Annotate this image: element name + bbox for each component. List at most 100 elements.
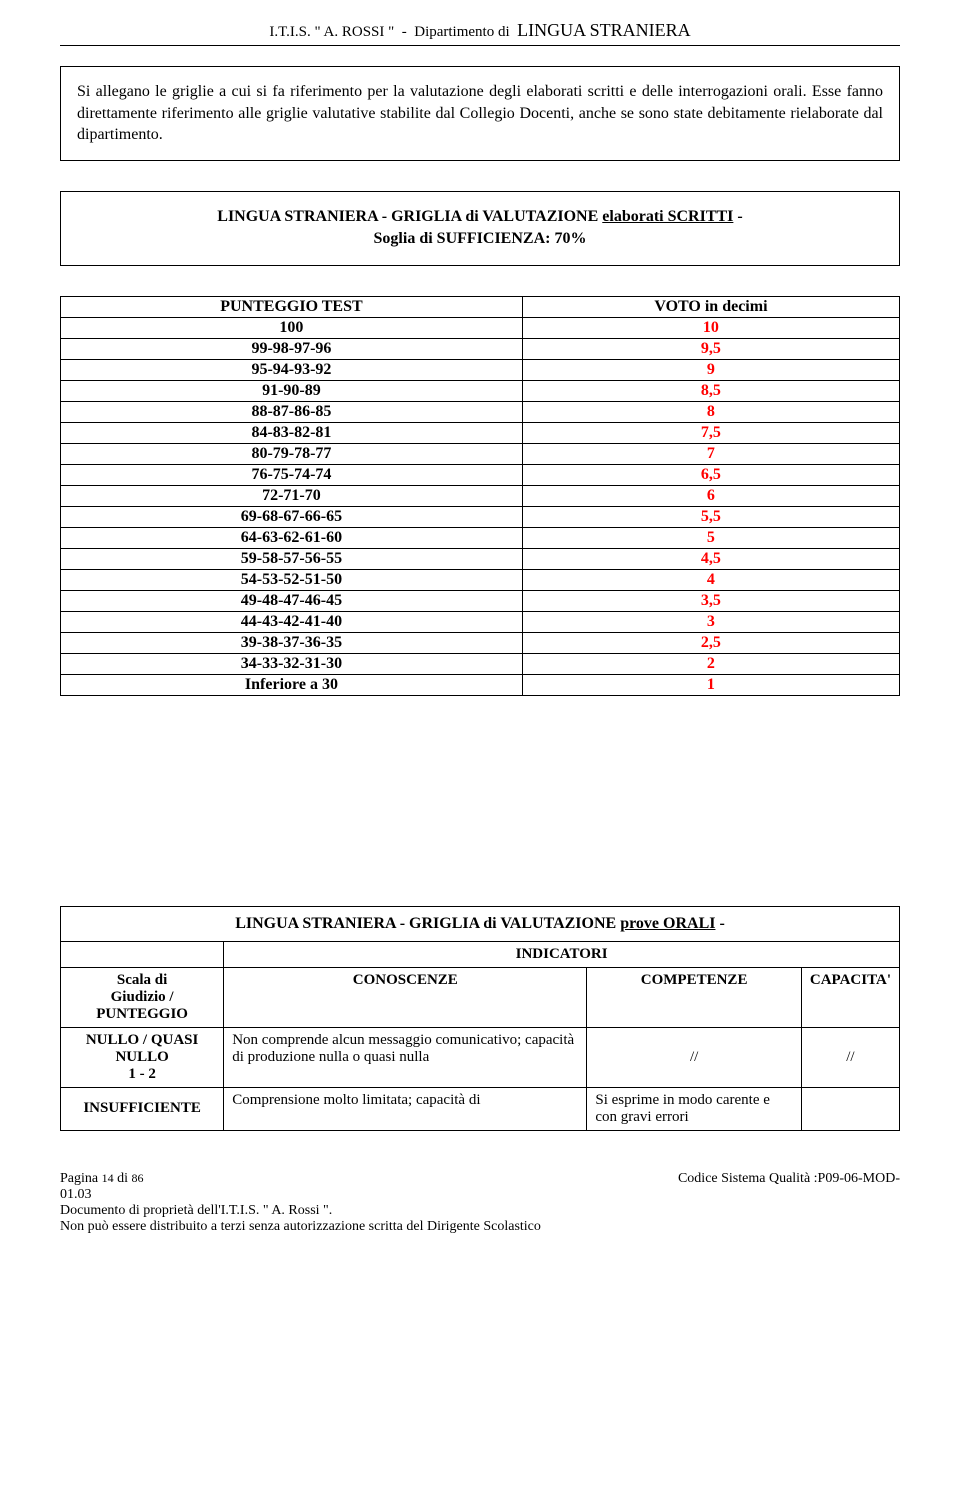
orali-title-cell: LINGUA STRANIERA - GRIGLIA di VALUTAZION… bbox=[61, 906, 900, 941]
grade-voto: 8,5 bbox=[522, 380, 899, 401]
orali-header-capacita: CAPACITA' bbox=[801, 967, 899, 1027]
grade-punteggio: 76-75-74-74 bbox=[61, 464, 523, 485]
footer-code2: 01.03 bbox=[60, 1187, 900, 1203]
orali-scala-nullo: NULLO / QUASI NULLO 1 - 2 bbox=[61, 1027, 224, 1087]
grade-row: 54-53-52-51-504 bbox=[61, 569, 900, 590]
grade-row: 34-33-32-31-302 bbox=[61, 653, 900, 674]
page-header: I.T.I.S. " A. ROSSI " - Dipartimento di … bbox=[60, 20, 900, 41]
grade-row: 59-58-57-56-554,5 bbox=[61, 548, 900, 569]
grade-row: 69-68-67-66-655,5 bbox=[61, 506, 900, 527]
footer-page: Pagina 14 di 86 bbox=[60, 1171, 144, 1187]
scritti-title-underline: elaborati SCRITTI bbox=[602, 208, 733, 225]
orali-title-suffix: - bbox=[715, 915, 724, 932]
footer-row-1: Pagina 14 di 86 Codice Sistema Qualità :… bbox=[60, 1171, 900, 1187]
grade-voto: 10 bbox=[522, 317, 899, 338]
grade-voto: 6 bbox=[522, 485, 899, 506]
grade-table-header-row: PUNTEGGIO TEST VOTO in decimi bbox=[61, 296, 900, 317]
scritti-title: LINGUA STRANIERA - GRIGLIA di VALUTAZION… bbox=[77, 206, 883, 251]
grade-punteggio: 49-48-47-46-45 bbox=[61, 590, 523, 611]
footer-restrict: Non può essere distribuito a terzi senza… bbox=[60, 1219, 900, 1235]
grade-row: 88-87-86-858 bbox=[61, 401, 900, 422]
header-rule bbox=[60, 45, 900, 46]
grade-punteggio: 95-94-93-92 bbox=[61, 359, 523, 380]
orali-row-nullo: NULLO / QUASI NULLO 1 - 2 Non comprende … bbox=[61, 1027, 900, 1087]
grade-row: 49-48-47-46-453,5 bbox=[61, 590, 900, 611]
grade-punteggio: 34-33-32-31-30 bbox=[61, 653, 523, 674]
orali-cap-insuff bbox=[801, 1087, 899, 1130]
orali-title-row: LINGUA STRANIERA - GRIGLIA di VALUTAZION… bbox=[61, 906, 900, 941]
grade-punteggio: 72-71-70 bbox=[61, 485, 523, 506]
grade-voto: 2,5 bbox=[522, 632, 899, 653]
orali-row-insuff: INSUFFICIENTE Comprensione molto limitat… bbox=[61, 1087, 900, 1130]
orali-empty-cell bbox=[61, 941, 224, 967]
grade-punteggio: 88-87-86-85 bbox=[61, 401, 523, 422]
grade-voto: 7,5 bbox=[522, 422, 899, 443]
footer-doc: Documento di proprietà dell'I.T.I.S. " A… bbox=[60, 1203, 900, 1219]
grade-voto: 9,5 bbox=[522, 338, 899, 359]
grade-punteggio: 44-43-42-41-40 bbox=[61, 611, 523, 632]
grade-row: Inferiore a 301 bbox=[61, 674, 900, 695]
orali-cap-nullo: // bbox=[801, 1027, 899, 1087]
scritti-title-suffix: - bbox=[733, 208, 742, 225]
grade-voto: 3,5 bbox=[522, 590, 899, 611]
orali-table: LINGUA STRANIERA - GRIGLIA di VALUTAZION… bbox=[60, 906, 900, 1131]
grade-punteggio: 80-79-78-77 bbox=[61, 443, 523, 464]
grade-punteggio: Inferiore a 30 bbox=[61, 674, 523, 695]
orali-header-conoscenze: CONOSCENZE bbox=[224, 967, 587, 1027]
intro-paragraph: Si allegano le griglie a cui si fa rifer… bbox=[77, 81, 883, 146]
grade-voto: 1 bbox=[522, 674, 899, 695]
grade-voto: 5 bbox=[522, 527, 899, 548]
scritti-title-box: LINGUA STRANIERA - GRIGLIA di VALUTAZION… bbox=[60, 191, 900, 266]
grade-row: 10010 bbox=[61, 317, 900, 338]
grade-table: PUNTEGGIO TEST VOTO in decimi 1001099-98… bbox=[60, 296, 900, 696]
orali-scala-insuff: INSUFFICIENTE bbox=[61, 1087, 224, 1130]
grade-punteggio: 91-90-89 bbox=[61, 380, 523, 401]
header-text: I.T.I.S. " A. ROSSI " - Dipartimento di … bbox=[269, 24, 690, 40]
grade-voto: 2 bbox=[522, 653, 899, 674]
grade-punteggio: 54-53-52-51-50 bbox=[61, 569, 523, 590]
grade-voto: 7 bbox=[522, 443, 899, 464]
grade-row: 95-94-93-929 bbox=[61, 359, 900, 380]
grade-row: 72-71-706 bbox=[61, 485, 900, 506]
scritti-title-prefix: LINGUA STRANIERA - GRIGLIA di VALUTAZION… bbox=[217, 208, 602, 225]
intro-box: Si allegano le griglie a cui si fa rifer… bbox=[60, 66, 900, 161]
orali-comp-insuff: Si esprime in modo carente e con gravi e… bbox=[587, 1087, 802, 1130]
orali-con-insuff: Comprensione molto limitata; capacità di bbox=[224, 1087, 587, 1130]
grade-row: 80-79-78-777 bbox=[61, 443, 900, 464]
orali-indicatori: INDICATORI bbox=[224, 941, 900, 967]
scritti-subtitle: Soglia di SUFFICIENZA: 70% bbox=[374, 230, 587, 247]
grade-row: 64-63-62-61-605 bbox=[61, 527, 900, 548]
grade-voto: 6,5 bbox=[522, 464, 899, 485]
grade-voto: 3 bbox=[522, 611, 899, 632]
orali-indicatori-row: INDICATORI bbox=[61, 941, 900, 967]
grade-punteggio: 69-68-67-66-65 bbox=[61, 506, 523, 527]
grade-row: 39-38-37-36-352,5 bbox=[61, 632, 900, 653]
grade-punteggio: 59-58-57-56-55 bbox=[61, 548, 523, 569]
grade-punteggio: 39-38-37-36-35 bbox=[61, 632, 523, 653]
orali-title-underline: prove ORALI bbox=[620, 915, 715, 932]
grade-voto: 4,5 bbox=[522, 548, 899, 569]
grade-voto: 9 bbox=[522, 359, 899, 380]
orali-header-scala: Scala di Giudizio / PUNTEGGIO bbox=[61, 967, 224, 1027]
grade-row: 91-90-898,5 bbox=[61, 380, 900, 401]
grade-punteggio: 99-98-97-96 bbox=[61, 338, 523, 359]
page-footer: Pagina 14 di 86 Codice Sistema Qualità :… bbox=[0, 1161, 960, 1255]
grade-row: 44-43-42-41-403 bbox=[61, 611, 900, 632]
grade-header-left: PUNTEGGIO TEST bbox=[61, 296, 523, 317]
grade-voto: 4 bbox=[522, 569, 899, 590]
orali-header-row: Scala di Giudizio / PUNTEGGIO CONOSCENZE… bbox=[61, 967, 900, 1027]
orali-title-prefix: LINGUA STRANIERA - GRIGLIA di VALUTAZION… bbox=[235, 915, 620, 932]
grade-row: 99-98-97-969,5 bbox=[61, 338, 900, 359]
orali-header-competenze: COMPETENZE bbox=[587, 967, 802, 1027]
grade-punteggio: 84-83-82-81 bbox=[61, 422, 523, 443]
grade-voto: 5,5 bbox=[522, 506, 899, 527]
orali-con-nullo: Non comprende alcun messaggio comunicati… bbox=[224, 1027, 587, 1087]
orali-comp-nullo: // bbox=[587, 1027, 802, 1087]
grade-header-right: VOTO in decimi bbox=[522, 296, 899, 317]
grade-row: 84-83-82-817,5 bbox=[61, 422, 900, 443]
grade-row: 76-75-74-746,5 bbox=[61, 464, 900, 485]
grade-voto: 8 bbox=[522, 401, 899, 422]
footer-code: Codice Sistema Qualità :P09-06-MOD- bbox=[678, 1171, 900, 1187]
grade-punteggio: 100 bbox=[61, 317, 523, 338]
grade-punteggio: 64-63-62-61-60 bbox=[61, 527, 523, 548]
